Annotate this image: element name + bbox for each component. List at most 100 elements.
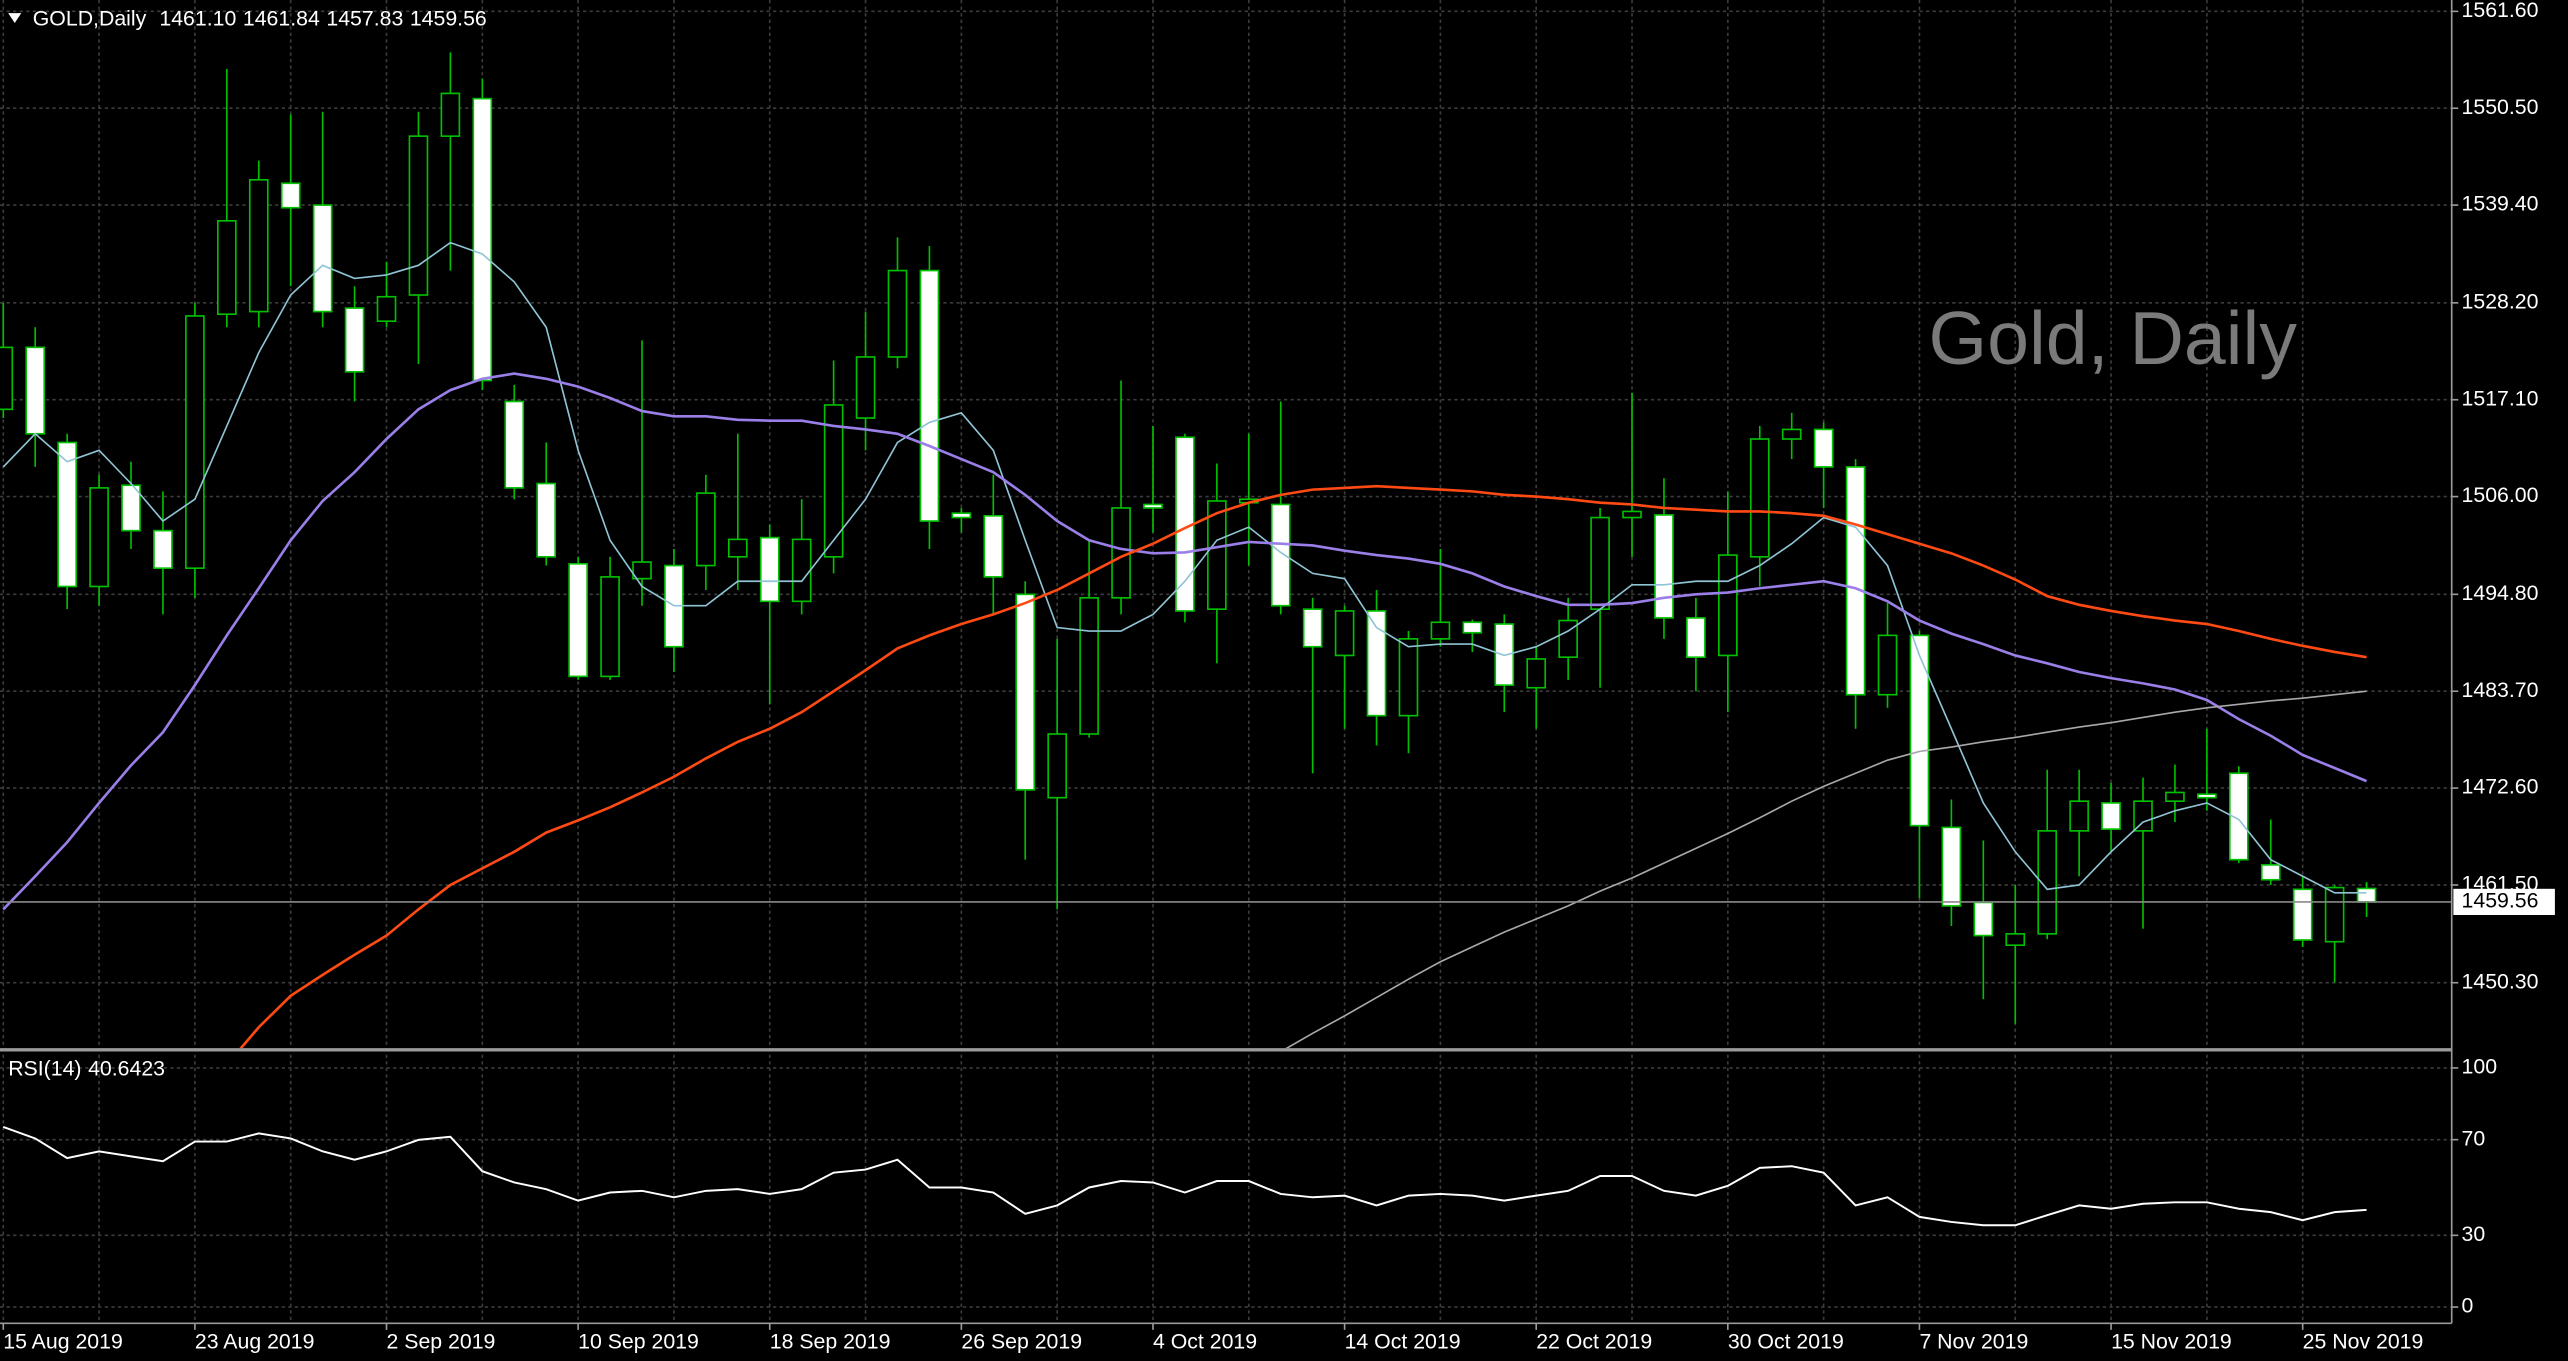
- candle-body: [280, 182, 301, 209]
- candle-body: [1749, 438, 1770, 558]
- current-price-box: [2453, 888, 2555, 916]
- moving-average-line: [239, 484, 2367, 1049]
- rsi-title: RSI(14): [8, 1056, 81, 1080]
- x-tick-label: 15 Nov 2019: [2111, 1330, 2232, 1354]
- y-tick-label: 1494.80: [2462, 581, 2539, 605]
- y-tick-label: 1539.40: [2462, 192, 2539, 216]
- candle-body: [312, 204, 333, 313]
- candle-body: [185, 315, 205, 569]
- candle-body: [217, 219, 237, 316]
- rsi-y-tick-label: 70: [2462, 1126, 2486, 1150]
- candle-body: [1047, 733, 1067, 799]
- x-tick-label: 4 Oct 2019: [1153, 1330, 1257, 1354]
- x-tick-label: 26 Sep 2019: [961, 1330, 1082, 1354]
- candle-body: [2101, 802, 2121, 830]
- moving-average-line: [2, 372, 2368, 911]
- y-tick-label: 1483.70: [2462, 678, 2539, 702]
- rsi-last-value: 40.6423: [88, 1056, 165, 1080]
- current-price-label: 1459.56: [2462, 889, 2539, 913]
- candle-body: [632, 561, 652, 580]
- rsi-y-tick-label: 0: [2462, 1294, 2474, 1318]
- open-label: 1461.10: [159, 6, 236, 30]
- candle-body: [1207, 500, 1227, 611]
- x-tick-label: 22 Oct 2019: [1536, 1330, 1652, 1354]
- candle-body: [1462, 621, 1483, 634]
- candle-body: [2197, 793, 2217, 799]
- candle-body: [25, 346, 46, 435]
- x-tick-label: 30 Oct 2019: [1728, 1330, 1844, 1354]
- candle-body: [2356, 887, 2377, 903]
- x-tick-label: 2 Sep 2019: [387, 1330, 496, 1354]
- candle-body: [408, 135, 429, 296]
- candle-body: [1494, 623, 1515, 686]
- candle-body: [1366, 610, 1387, 717]
- candle-body: [1654, 514, 1674, 619]
- candle-body: [2292, 888, 2313, 941]
- candle-body: [951, 512, 972, 519]
- candle-body: [791, 538, 812, 603]
- moving-average-line: [2, 241, 2367, 894]
- candle-body: [1813, 428, 1834, 468]
- candle-body: [2133, 800, 2153, 832]
- candle-body: [568, 562, 588, 678]
- y-tick-label: 1528.20: [2462, 289, 2539, 313]
- candle-body: [2324, 886, 2345, 943]
- candle-body: [2005, 933, 2026, 947]
- header: GOLD,Daily 1461.10 1461.84 1457.83 1459.56: [33, 6, 487, 30]
- high-label: 1461.84: [243, 6, 320, 30]
- y-tick-label: 1506.00: [2462, 483, 2539, 507]
- x-tick-label: 15 Aug 2019: [3, 1330, 123, 1354]
- candle-body: [1079, 597, 1099, 735]
- y-tick-label: 1550.50: [2462, 95, 2539, 119]
- candle-body: [1718, 554, 1738, 657]
- y-tick-label: 1472.60: [2462, 775, 2539, 799]
- candle-body: [1845, 466, 1866, 696]
- candle-body: [759, 536, 780, 603]
- candle-body: [2260, 864, 2281, 881]
- x-tick-label: 10 Sep 2019: [578, 1330, 699, 1354]
- candle-body: [248, 178, 269, 313]
- candle-body: [1143, 503, 1163, 509]
- candle-body: [57, 441, 77, 588]
- candle-body: [2069, 800, 2089, 832]
- y-tick-label: 1450.30: [2462, 969, 2539, 993]
- candle-body: [1015, 593, 1036, 791]
- moving-average-line: [1285, 690, 2367, 1049]
- main-panel: Gold, Daily: [0, 52, 2452, 1049]
- candle-body: [536, 482, 557, 558]
- candle-body: [2165, 791, 2185, 803]
- menu-triangle[interactable]: [8, 13, 22, 23]
- candle-body: [344, 307, 365, 373]
- x-tick-label: 18 Sep 2019: [770, 1330, 891, 1354]
- candle-body: [153, 529, 173, 569]
- candle-body: [121, 484, 141, 532]
- candle-body: [1334, 610, 1355, 657]
- candle-body: [1877, 634, 1898, 696]
- candle-body: [696, 492, 716, 567]
- candle-body: [504, 400, 525, 489]
- candle-body: [1590, 516, 1610, 611]
- candle-body: [727, 538, 748, 558]
- candle-body: [1558, 619, 1578, 659]
- rsi-header: RSI(14) 40.6423: [8, 1056, 165, 1080]
- candle-body: [887, 269, 908, 358]
- candle-body: [1526, 658, 1547, 689]
- candle-body: [919, 269, 940, 522]
- rsi-line: [2, 1126, 2367, 1227]
- candle-body: [823, 404, 844, 558]
- candle-body: [1941, 826, 1962, 907]
- y-tick-label: 1561.60: [2462, 0, 2539, 22]
- rsi-y-tick-label: 30: [2462, 1222, 2486, 1246]
- rsi-panel: [2, 1126, 2367, 1227]
- watermark: Gold, Daily: [1929, 296, 2298, 380]
- rsi-y-tick-label: 100: [2462, 1055, 2498, 1079]
- symbol: GOLD,Daily: [33, 6, 147, 30]
- candle-body: [2037, 830, 2058, 935]
- candle-body: [855, 356, 876, 419]
- candle-body: [1781, 428, 1802, 440]
- candle-body: [1302, 608, 1323, 648]
- candle-body: [1622, 510, 1642, 519]
